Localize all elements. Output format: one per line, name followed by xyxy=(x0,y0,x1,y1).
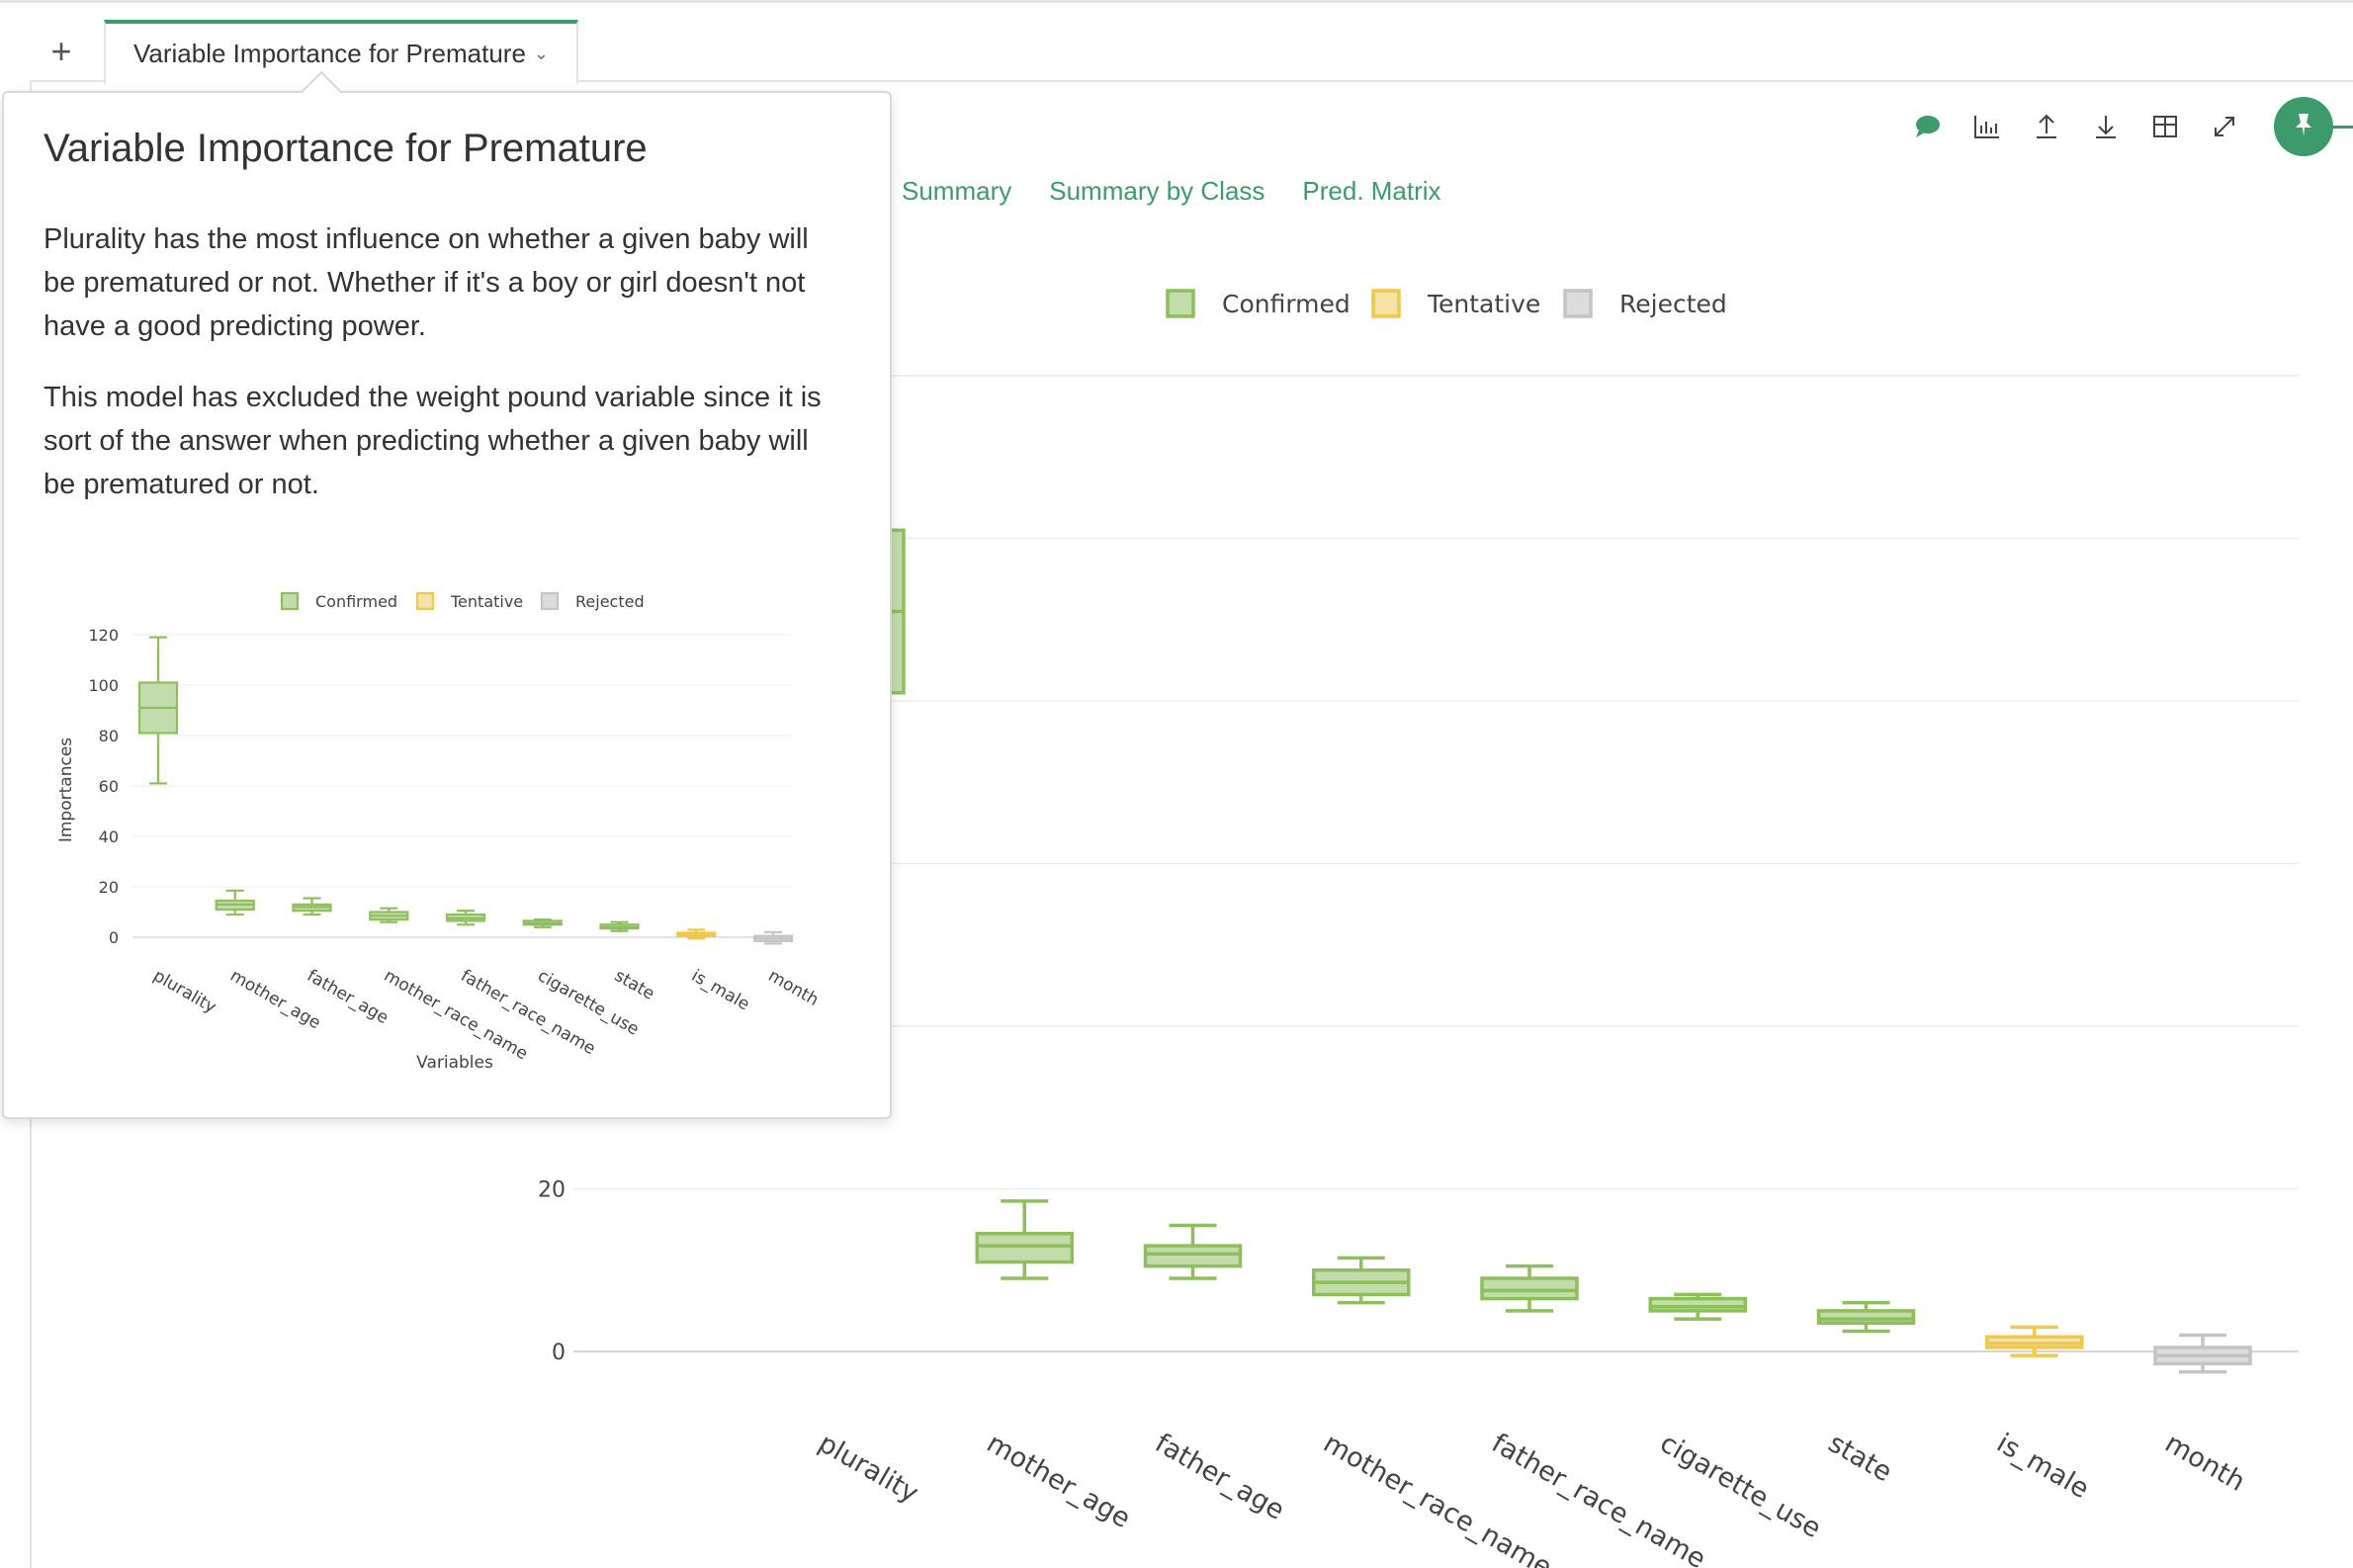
y-axis-title: Importances xyxy=(56,738,76,842)
table-icon[interactable] xyxy=(2135,97,2195,156)
expand-icon[interactable] xyxy=(2195,97,2254,156)
x-tick-label: state xyxy=(611,966,657,1004)
subtab-summary[interactable]: Summary xyxy=(902,176,1012,206)
chart-icon[interactable] xyxy=(1958,97,2017,156)
y-tick-label: 0 xyxy=(109,928,119,947)
top-border xyxy=(0,0,2353,3)
legend-label: Rejected xyxy=(575,592,645,611)
legend-swatch xyxy=(415,591,435,611)
pin-button[interactable] xyxy=(2274,97,2333,156)
tab-label: Variable Importance for Premature xyxy=(133,39,526,68)
tab-bar: + Variable Importance for Premature ⌄ xyxy=(30,20,2353,84)
popover-title: Variable Importance for Premature xyxy=(44,127,648,170)
add-tab-button[interactable]: + xyxy=(50,30,72,71)
subtab-pred-matrix[interactable]: Pred. Matrix xyxy=(1302,176,1441,206)
sub-tabs: Summary Summary by Class Pred. Matrix xyxy=(902,176,1441,207)
toolbar xyxy=(1898,97,2254,156)
y-tick-label: 60 xyxy=(99,777,119,796)
pin-connector xyxy=(2331,126,2353,129)
y-tick-label: 20 xyxy=(99,878,119,897)
legend-label: Tentative xyxy=(450,592,523,611)
popover-paragraph-2: This model has excluded the weight pound… xyxy=(44,382,822,500)
upload-icon[interactable] xyxy=(2017,97,2076,156)
x-tick-label: plurality xyxy=(150,966,220,1017)
legend-swatch xyxy=(280,591,300,611)
tab-variable-importance[interactable]: Variable Importance for Premature ⌄ xyxy=(104,20,578,84)
x-tick-label: is_male xyxy=(688,966,753,1014)
y-tick-label: 40 xyxy=(99,828,119,846)
mini-chart: Confirmed Tentative Rejected 0 20 40 60 80 100 12… xyxy=(56,591,823,1073)
popover: Variable Importance for Premature Plural… xyxy=(2,70,892,1119)
y-tick-label: 120 xyxy=(88,626,119,645)
legend-swatch xyxy=(540,591,560,611)
download-icon[interactable] xyxy=(2076,97,2135,156)
x-axis-title: Variables xyxy=(416,1053,493,1073)
subtab-summary-by-class[interactable]: Summary by Class xyxy=(1049,176,1265,206)
popover-paragraph-1: Plurality has the most influence on whet… xyxy=(44,223,809,342)
chevron-down-icon[interactable]: ⌄ xyxy=(533,44,550,63)
legend-label: Confirmed xyxy=(315,592,397,611)
comment-icon[interactable] xyxy=(1898,97,1958,156)
y-tick-label: 100 xyxy=(88,676,119,695)
x-tick-label: month xyxy=(765,966,823,1010)
pin-icon xyxy=(2289,110,2318,144)
x-tick-label: mother_race_name xyxy=(381,966,531,1064)
y-tick-label: 80 xyxy=(99,727,119,745)
